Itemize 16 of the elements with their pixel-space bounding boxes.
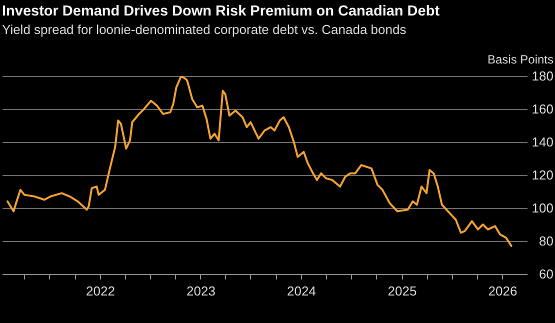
y-tick-label: 60 [539, 266, 554, 282]
y-tick-label: 120 [532, 168, 554, 182]
x-tick-label: 2026 [488, 284, 518, 298]
chart-title: Investor Demand Drives Down Risk Premium on Canadian Debt [2, 4, 440, 20]
y-tick-label: 80 [539, 234, 554, 248]
x-tick-label: 2022 [86, 284, 115, 298]
y-tick-label: 140 [532, 134, 554, 150]
x-tick-label: 2025 [388, 284, 417, 298]
y-axis-title: Basis Points [487, 52, 554, 66]
y-tick-label: 160 [532, 102, 554, 116]
y-tick-label: 180 [532, 68, 554, 84]
x-tick-label: 2024 [287, 284, 316, 298]
x-tick-label: 2023 [186, 284, 216, 298]
chart-subtitle: Yield spread for loonie-denominated corporate debt vs. Canada bonds [2, 22, 407, 37]
y-tick-label: 100 [532, 200, 554, 216]
line-series [6, 76, 512, 247]
